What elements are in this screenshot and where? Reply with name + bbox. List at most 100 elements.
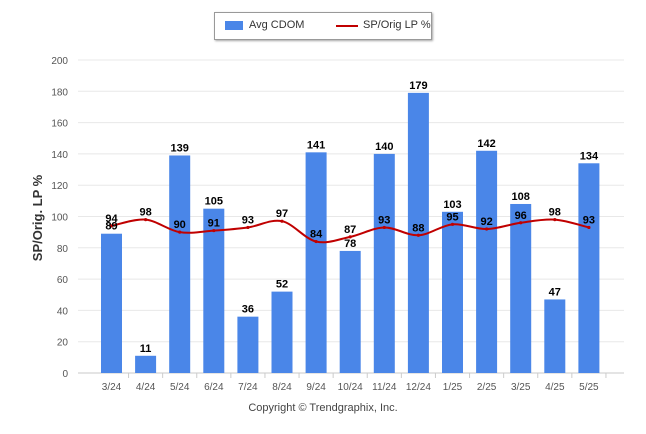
y-tick-label: 80	[57, 244, 69, 255]
line-value-label: 97	[276, 208, 288, 220]
bar-value-label: 134	[580, 150, 599, 162]
bar-value-label: 103	[443, 199, 461, 211]
line-point	[382, 225, 386, 230]
line-point	[178, 230, 182, 234]
line-point	[144, 218, 148, 222]
bar	[407, 92, 429, 374]
line-value-label: 93	[242, 214, 254, 226]
line-point	[553, 218, 557, 222]
bar-value-label: 105	[205, 196, 223, 208]
bar-value-label: 108	[512, 191, 530, 203]
y-tick-label: 180	[51, 87, 68, 98]
bar	[544, 299, 566, 373]
x-tick-label: 5/24	[170, 382, 190, 393]
line-point	[212, 228, 216, 233]
x-tick-label: 1/25	[443, 382, 463, 393]
y-tick-label: 0	[62, 369, 68, 380]
x-tick-label: 8/24	[272, 382, 292, 393]
y-axis-label: SP/Orig. LP %	[30, 174, 45, 261]
y-tick-label: 160	[51, 119, 68, 130]
bar	[169, 155, 191, 373]
bar	[442, 211, 463, 373]
line-value-label: 90	[174, 219, 186, 231]
x-tick-label: 4/24	[136, 382, 156, 393]
data-labels: 89 11 139 105 36 52 141 78 140 179 103 142 108 47 134 9…	[105, 80, 599, 355]
x-tick-label: 3/25	[511, 382, 531, 393]
line-point	[348, 235, 352, 239]
bar	[135, 355, 157, 373]
y-tick-label: 200	[51, 56, 68, 67]
copyright-text: Copyright © Trendgraphix, Inc.	[248, 402, 398, 414]
bar	[203, 208, 225, 373]
bar-value-label: 36	[242, 304, 254, 316]
bar-series	[101, 92, 600, 374]
bar-value-label: 141	[307, 139, 325, 151]
bar	[476, 150, 498, 373]
legend-line-swatch	[336, 25, 358, 27]
x-tick-label: 3/24	[102, 382, 122, 393]
bar	[339, 250, 361, 373]
y-tick-label: 40	[57, 306, 69, 317]
y-tick-label: 140	[51, 150, 68, 161]
bar-value-label: 78	[344, 238, 356, 250]
x-tick-label: 10/24	[338, 382, 363, 393]
line-point	[485, 227, 489, 231]
line-series	[109, 218, 591, 244]
line-point	[450, 222, 455, 226]
bar	[237, 316, 259, 373]
legend-bar-label: Avg CDOM	[249, 19, 305, 31]
bar-value-label: 47	[549, 286, 561, 298]
line-value-label: 87	[344, 224, 356, 236]
x-axis-ticks: 3/24 4/24 5/24 6/24 7/24 8/24 9/24 10/24 11/24 12…	[102, 373, 607, 393]
y-tick-label: 20	[57, 338, 69, 349]
x-tick-label: 11/24	[372, 382, 397, 393]
x-tick-label: 4/25	[545, 382, 565, 393]
bar	[271, 291, 293, 373]
gridlines	[78, 59, 624, 374]
x-tick-label: 7/24	[238, 382, 258, 393]
line-value-label: 91	[208, 218, 220, 230]
bar	[510, 203, 532, 373]
x-tick-label: 12/24	[406, 382, 431, 393]
y-tick-label: 100	[51, 213, 68, 224]
x-tick-label: 5/25	[579, 382, 599, 393]
line-value-label: 93	[583, 214, 595, 226]
line-value-label: 88	[412, 222, 424, 234]
y-tick-label: 120	[51, 181, 68, 192]
bar	[101, 233, 122, 373]
line-point	[587, 225, 591, 230]
x-tick-label: 6/24	[204, 382, 224, 393]
x-tick-label: 2/25	[477, 382, 497, 393]
bar	[373, 153, 395, 373]
line-point	[246, 225, 250, 230]
line-value-label: 96	[515, 210, 527, 222]
line-value-label: 98	[549, 207, 561, 219]
line-value-label: 94	[105, 213, 118, 225]
line-point	[109, 224, 114, 228]
bar-value-label: 140	[375, 141, 393, 153]
line-point	[519, 221, 523, 225]
line-value-label: 95	[446, 211, 458, 223]
legend-bar-swatch	[225, 21, 243, 30]
x-tick-label: 9/24	[306, 382, 326, 393]
bar	[578, 163, 600, 373]
line-value-label: 84	[310, 229, 323, 241]
legend-line-label: SP/Orig LP %	[363, 19, 431, 31]
line-point	[280, 219, 284, 223]
line-point	[314, 239, 318, 244]
line-value-label: 92	[480, 216, 492, 228]
bar-value-label: 142	[477, 138, 495, 150]
bar-value-label: 89	[105, 221, 117, 233]
bar-value-label: 52	[276, 279, 288, 291]
bar	[305, 152, 327, 373]
y-axis-ticks: 0 20 40 60 80 100 120 140 160 180 200	[51, 56, 68, 380]
line-value-label: 93	[378, 214, 390, 226]
y-tick-label: 60	[57, 275, 69, 286]
legend: Avg CDOM SP/Orig LP %	[214, 12, 432, 40]
bar-value-label: 139	[171, 142, 189, 154]
line-value-label: 98	[139, 207, 151, 219]
bar-value-label: 11	[140, 343, 152, 355]
line-point	[416, 233, 420, 237]
bar-value-label: 179	[409, 80, 427, 92]
